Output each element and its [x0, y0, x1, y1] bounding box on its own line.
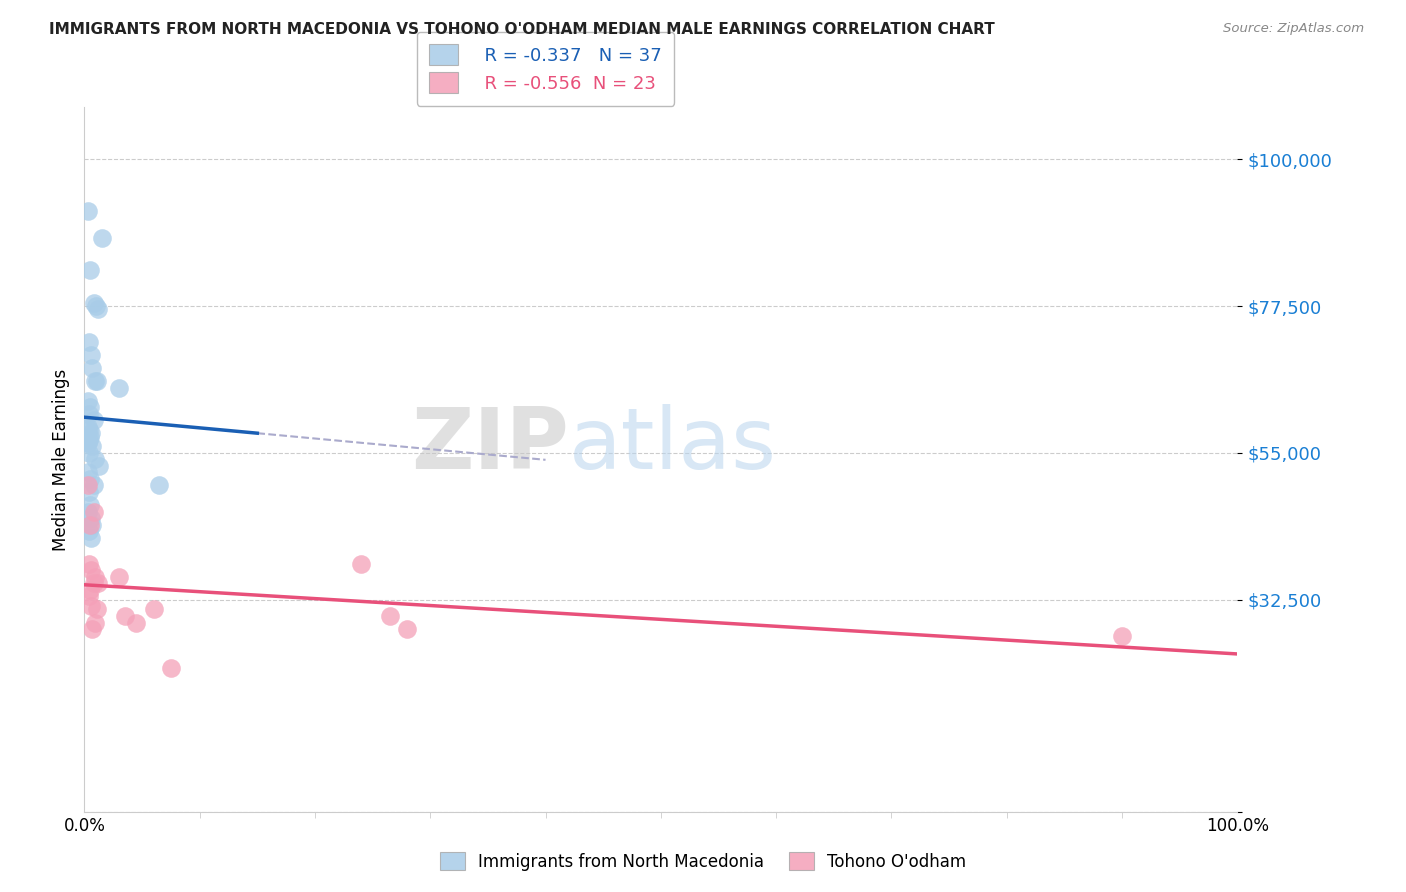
Point — [83, 505, 105, 519]
Point — [77, 557, 100, 571]
Point — [76, 478, 98, 492]
Point — [80, 426, 103, 441]
Point — [160, 661, 183, 675]
Y-axis label: Median Male Earnings: Median Male Earnings — [52, 368, 70, 550]
Point — [90, 230, 112, 244]
Point — [350, 557, 373, 571]
Legend: Immigrants from North Macedonia, Tohono O'odham: Immigrants from North Macedonia, Tohono … — [432, 844, 974, 880]
Point — [80, 599, 103, 614]
Point — [1111, 628, 1133, 642]
Point — [82, 361, 104, 376]
Point — [108, 381, 131, 395]
Text: atlas: atlas — [568, 404, 776, 487]
Point — [79, 472, 101, 486]
Point — [77, 407, 100, 421]
Point — [108, 570, 131, 584]
Point — [378, 609, 401, 624]
Point — [77, 334, 100, 349]
Point — [76, 466, 98, 480]
Point — [79, 263, 101, 277]
Point — [76, 505, 98, 519]
Point — [76, 393, 98, 408]
Point — [79, 517, 101, 532]
Point — [83, 374, 105, 388]
Point — [87, 302, 110, 317]
Point — [83, 478, 105, 492]
Point — [76, 436, 98, 450]
Text: ZIP: ZIP — [411, 404, 568, 487]
Point — [80, 511, 103, 525]
Point — [77, 524, 100, 538]
Point — [80, 563, 103, 577]
Point — [114, 609, 136, 624]
Point — [83, 615, 105, 630]
Point — [77, 423, 100, 437]
Point — [148, 478, 170, 492]
Point — [79, 400, 101, 414]
Point — [77, 446, 100, 460]
Point — [82, 439, 104, 453]
Point — [82, 622, 104, 636]
Point — [86, 602, 108, 616]
Point — [83, 295, 105, 310]
Point — [86, 374, 108, 388]
Point — [89, 458, 111, 473]
Point — [80, 348, 103, 362]
Point — [79, 498, 101, 512]
Point — [77, 485, 100, 500]
Point — [396, 622, 419, 636]
Text: IMMIGRANTS FROM NORTH MACEDONIA VS TOHONO O'ODHAM MEDIAN MALE EARNINGS CORRELATI: IMMIGRANTS FROM NORTH MACEDONIA VS TOHON… — [49, 22, 995, 37]
Legend:   R = -0.337   N = 37,   R = -0.556  N = 23: R = -0.337 N = 37, R = -0.556 N = 23 — [416, 31, 675, 106]
Point — [125, 615, 148, 630]
Point — [76, 204, 98, 219]
Point — [142, 602, 165, 616]
Point — [83, 452, 105, 467]
Point — [76, 419, 98, 434]
Point — [83, 570, 105, 584]
Point — [80, 531, 103, 545]
Point — [79, 429, 101, 443]
Point — [83, 413, 105, 427]
Point — [77, 590, 100, 604]
Point — [79, 582, 101, 597]
Point — [84, 299, 107, 313]
Point — [87, 576, 110, 591]
Point — [83, 576, 105, 591]
Text: Source: ZipAtlas.com: Source: ZipAtlas.com — [1223, 22, 1364, 36]
Point — [82, 517, 104, 532]
Point — [77, 433, 100, 447]
